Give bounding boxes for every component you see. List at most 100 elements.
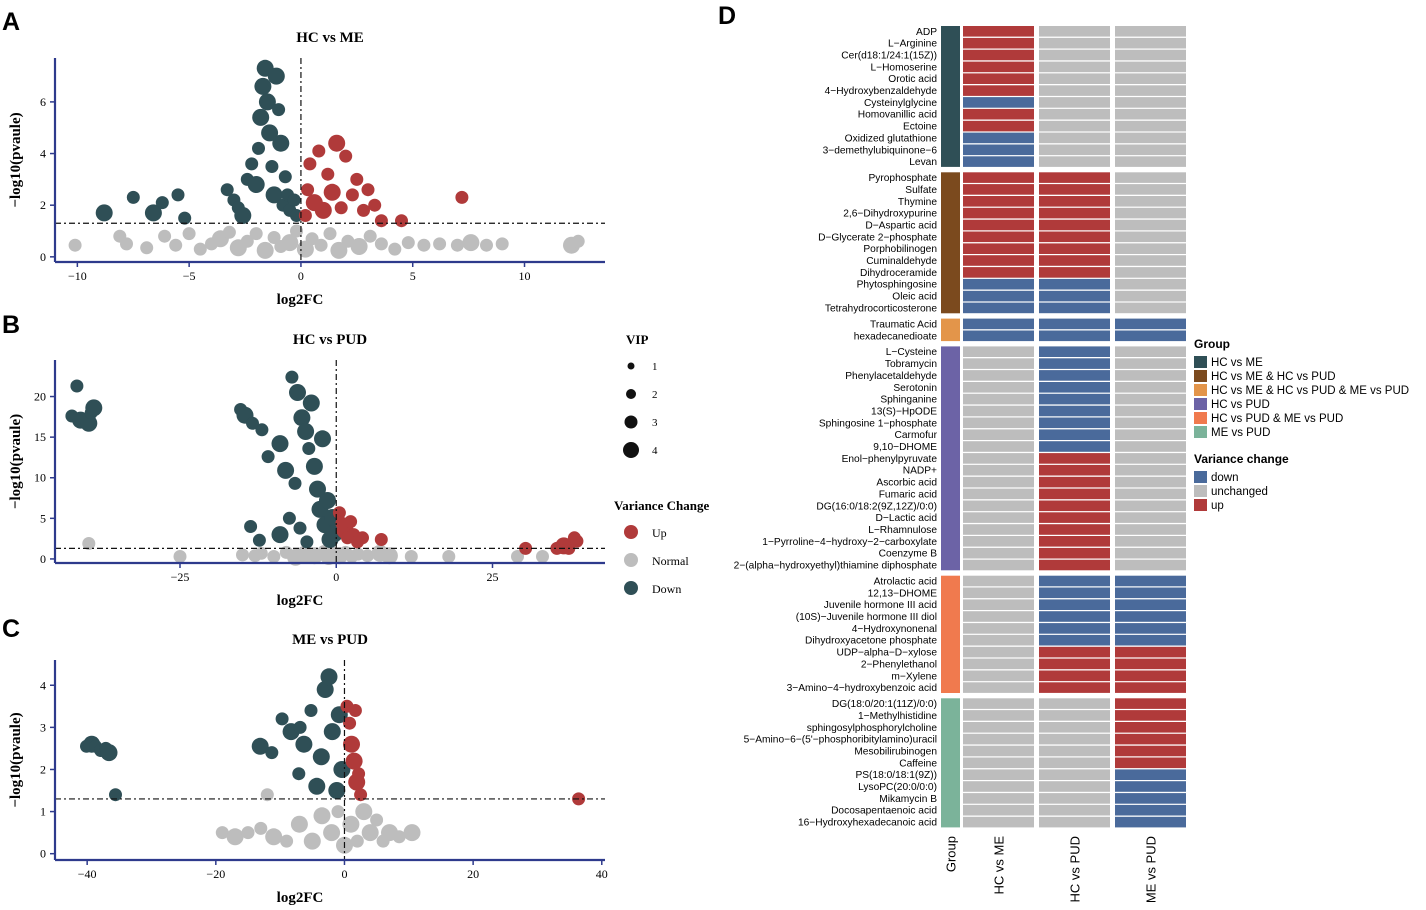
heatmap-cell bbox=[963, 405, 1034, 417]
heatmap-row-label: 4−Hydroxynonenal bbox=[852, 624, 937, 635]
heatmap-cell bbox=[963, 698, 1034, 709]
point-normal bbox=[169, 238, 183, 252]
heatmap-row-label: L−Cysteine bbox=[886, 347, 938, 358]
heatmap-row-label: D−Glycerate 2−phosphate bbox=[818, 232, 937, 243]
point-normal bbox=[68, 238, 82, 252]
group-legend-label-2: HC vs ME & HC vs PUD bbox=[1211, 371, 1336, 383]
heatmap-row-label: 5−Amino−6−(5'−phosphoribitylamino)uracil bbox=[744, 735, 937, 746]
point-down bbox=[278, 170, 292, 184]
point-normal bbox=[370, 813, 384, 827]
point-down bbox=[126, 190, 140, 204]
heatmap-cell bbox=[1039, 575, 1110, 587]
heatmap-group-bar bbox=[941, 575, 960, 693]
variance-legend-normal-label: Normal bbox=[652, 554, 689, 568]
heatmap-cell bbox=[1115, 61, 1186, 73]
heatmap-cell bbox=[1039, 710, 1110, 721]
vip-legend-dot-2 bbox=[626, 389, 636, 399]
group-legend-swatch-2 bbox=[1194, 370, 1207, 382]
heatmap-cell bbox=[1115, 698, 1186, 709]
heatmap-row-label: L−Rhamnulose bbox=[868, 525, 937, 536]
point-down bbox=[285, 370, 299, 384]
heatmap-row-label: Phytosphingosine bbox=[857, 280, 938, 291]
point-down bbox=[70, 379, 84, 393]
heatmap-cell bbox=[1039, 382, 1110, 393]
heatmap-cell bbox=[1039, 346, 1110, 357]
point-normal bbox=[280, 834, 294, 848]
y-tick-label: 6 bbox=[40, 95, 46, 109]
point-down bbox=[265, 746, 279, 760]
vip-legend-title: VIP bbox=[626, 332, 648, 347]
heat-legend-unchanged-label: unchanged bbox=[1211, 486, 1268, 498]
point-down bbox=[255, 423, 269, 437]
point-up bbox=[368, 198, 382, 212]
heatmap-row-label: Homovanillic acid bbox=[858, 110, 938, 121]
heatmap-cell bbox=[963, 267, 1034, 278]
heatmap-cell bbox=[1039, 26, 1110, 37]
point-normal bbox=[193, 242, 207, 256]
heatmap-cell bbox=[1039, 330, 1110, 342]
heatmap-cell bbox=[1115, 547, 1186, 559]
point-down bbox=[292, 767, 306, 781]
heatmap-cell bbox=[1039, 37, 1110, 49]
heatmap-row-label: Phenylacetaldehyde bbox=[845, 371, 937, 382]
heatmap-row-label: 13(S)−HpODE bbox=[871, 407, 937, 418]
y-tick-label: 15 bbox=[34, 430, 46, 444]
vip-legend-dot-4 bbox=[623, 442, 639, 458]
heatmap-column-label: ME vs PUD bbox=[1144, 836, 1159, 903]
point-normal bbox=[254, 546, 268, 560]
point-down bbox=[272, 103, 286, 117]
heatmap-cell bbox=[963, 184, 1034, 195]
vip-legend-label-4: 4 bbox=[652, 445, 658, 457]
heatmap-cell bbox=[1115, 646, 1186, 658]
point-up bbox=[323, 183, 341, 201]
plot-title-b: HC vs PUD bbox=[293, 332, 367, 348]
point-down bbox=[305, 457, 323, 475]
variance-legend-up-dot bbox=[624, 525, 638, 539]
heatmap-row-label: Cuminaldehyde bbox=[866, 256, 937, 267]
point-normal bbox=[313, 807, 331, 825]
y-tick-label: 10 bbox=[34, 471, 46, 485]
heatmap-cell bbox=[1115, 464, 1186, 476]
heat-legend-up-swatch bbox=[1194, 499, 1207, 511]
x-tick-label: −20 bbox=[206, 867, 225, 881]
heat-legend-down-swatch bbox=[1194, 471, 1207, 483]
heatmap-row-label: 2,6−Dihydroxypurine bbox=[843, 209, 937, 220]
point-normal bbox=[241, 826, 255, 840]
panel-letter-a: A bbox=[2, 8, 20, 36]
point-down bbox=[290, 209, 303, 222]
heatmap-cell bbox=[1115, 302, 1186, 314]
heatmap-cell bbox=[963, 302, 1034, 314]
heatmap-cell bbox=[1115, 156, 1186, 167]
point-down bbox=[261, 450, 275, 464]
point-down bbox=[252, 108, 270, 126]
heatmap-row-label: DG(16:0/18:2(9Z,12Z)/0:0) bbox=[816, 501, 937, 512]
point-down bbox=[275, 712, 289, 726]
point-up bbox=[301, 183, 315, 197]
heatmap-group-bar bbox=[941, 318, 960, 342]
heatmap-cell bbox=[963, 781, 1034, 792]
point-down bbox=[293, 409, 311, 427]
heatmap-cell bbox=[963, 816, 1034, 828]
point-normal bbox=[331, 805, 345, 819]
point-normal bbox=[82, 537, 96, 550]
heatmap-cell bbox=[1039, 781, 1110, 792]
x-tick-label: −40 bbox=[78, 867, 97, 881]
point-up bbox=[348, 704, 362, 717]
point-normal bbox=[388, 242, 402, 256]
x-tick-label: 10 bbox=[519, 269, 531, 283]
point-up bbox=[339, 149, 353, 163]
heatmap-cell bbox=[963, 646, 1034, 658]
heatmap-cell bbox=[1115, 417, 1186, 429]
heatmap-cell bbox=[1039, 196, 1110, 207]
group-legend-label-3: HC vs ME & HC vs PUD & ME vs PUD bbox=[1211, 385, 1409, 397]
heatmap-cell bbox=[963, 722, 1034, 733]
point-up bbox=[344, 515, 358, 529]
heat-legend-up-label: up bbox=[1211, 500, 1224, 512]
heatmap-row-label: Oxidized glutathione bbox=[845, 133, 938, 144]
heatmap-row-label: hexadecanedioate bbox=[854, 331, 938, 342]
heatmap-cell bbox=[1115, 441, 1186, 452]
heatmap-cell bbox=[1039, 219, 1110, 231]
heatmap-cell bbox=[963, 524, 1034, 535]
heatmap-cell bbox=[1039, 302, 1110, 314]
heatmap-cell bbox=[1115, 196, 1186, 207]
